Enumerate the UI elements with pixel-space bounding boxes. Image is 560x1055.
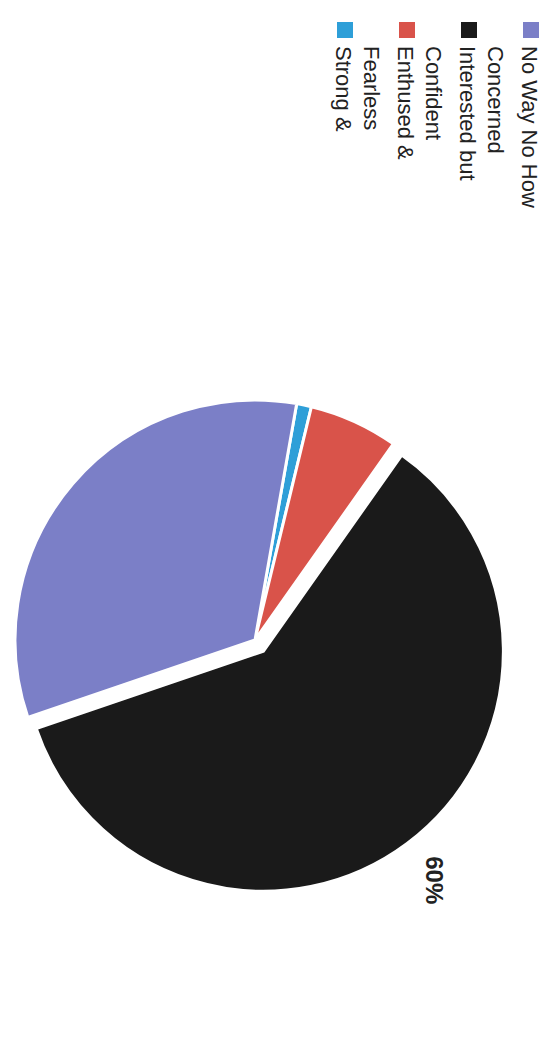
- legend-label: Interested but: [455, 46, 480, 181]
- pie: [15, 400, 503, 891]
- legend-label: Concerned: [483, 46, 508, 154]
- legend-label: No Way No How: [517, 46, 542, 208]
- pie-slice: [15, 400, 297, 717]
- legend-swatch: [523, 22, 539, 38]
- legend-label: Confident: [421, 46, 446, 140]
- legend: Strong &Fearless Enthused &Confident Inter…: [331, 22, 542, 208]
- legend-label: Strong &: [331, 46, 356, 132]
- legend-swatch: [461, 22, 477, 38]
- legend-swatch: [337, 22, 353, 38]
- chart-svg: 60% Strong &Fearless Enthused &Confident In…: [0, 0, 560, 1055]
- chart-root: 60% Strong &Fearless Enthused &Confident In…: [0, 0, 560, 1055]
- legend-swatch: [399, 22, 415, 38]
- legend-label: Fearless: [359, 46, 384, 130]
- data-label: 60%: [421, 856, 448, 904]
- legend-label: Enthused &: [393, 46, 418, 160]
